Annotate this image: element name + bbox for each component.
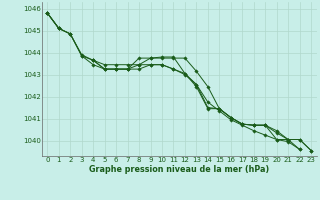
X-axis label: Graphe pression niveau de la mer (hPa): Graphe pression niveau de la mer (hPa)	[89, 165, 269, 174]
